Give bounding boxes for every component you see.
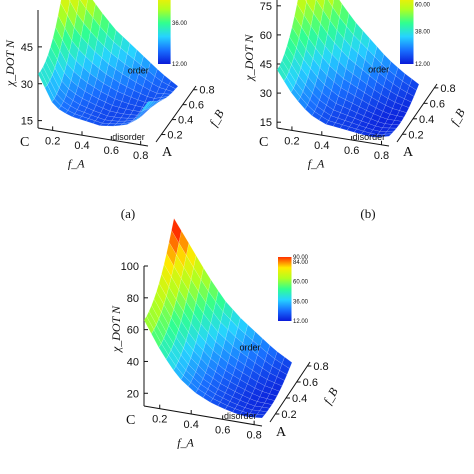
corner-label-a: A <box>162 145 173 160</box>
corner-label-c: C <box>259 135 268 150</box>
corner-label-c: C <box>126 413 135 428</box>
surface-cell <box>394 115 405 122</box>
colorbar-tick-label: 90.00 <box>293 255 309 261</box>
x-tick-label: 0.6 <box>344 145 359 157</box>
x-tick-label: 0.8 <box>133 150 148 162</box>
colorbar-tick-label: 12.00 <box>415 62 431 68</box>
panel-caption: (a) <box>121 206 135 221</box>
z-tick-label: 60 <box>127 325 139 337</box>
y-tick-label: 0.6 <box>430 98 445 110</box>
colorbar <box>158 0 171 64</box>
surface-plot-b: 15 30 45 60 75 χ_DOT N 0.2 0.4 0.6 0.8 0.2 0.4 0.6 0.… <box>242 0 468 221</box>
x-tick-label: 0.4 <box>314 140 329 152</box>
f-b-axis-line <box>269 361 311 423</box>
colorbar-tick-label: 84.00 <box>293 260 309 266</box>
surface-cell <box>140 100 151 112</box>
z-tick-label: 15 <box>21 116 33 128</box>
colorbar-tick-label: 60.00 <box>415 2 431 8</box>
surface-plot-c: 20 40 60 80 100 χ_DOT N 0.2 0.4 0.6 0.8 0.2 0.4 0.6 0… <box>109 217 341 449</box>
z-axis-title: χ_DOT N <box>3 39 17 87</box>
f-a-axis-line <box>276 127 390 147</box>
x-tick-label: 0.8 <box>246 430 261 442</box>
x-tick-label: 0.4 <box>184 419 199 431</box>
colorbar-tick-label: 36.00 <box>172 21 188 27</box>
surface-cell <box>79 0 88 10</box>
y-tick-label: 0.4 <box>419 114 434 126</box>
x-tick-label: 0.2 <box>45 135 60 147</box>
y-axis-title: f_B <box>320 385 341 407</box>
surface-cell <box>279 363 290 375</box>
x-axis-title: f_A <box>308 157 325 171</box>
y-tick-label: 0.2 <box>281 409 296 421</box>
x-tick-label: 0.2 <box>152 414 167 426</box>
f-a-axis-line <box>143 405 263 427</box>
colorbar <box>278 257 292 321</box>
z-tick-label: 80 <box>127 293 139 305</box>
surface-cell <box>254 414 265 419</box>
corner-label-a: A <box>276 425 287 440</box>
corner-label-c: C <box>20 135 29 150</box>
colorbar-tick-label: 36.00 <box>293 299 309 305</box>
colorbar-tick-label: 60.00 <box>293 280 309 286</box>
z-tick-label: 30 <box>21 79 33 91</box>
surface-cell <box>304 0 308 3</box>
colorbar-tick-label: 38.00 <box>415 30 431 36</box>
colorbar-tick-label: 12.00 <box>172 62 188 68</box>
surface-cell <box>384 130 395 135</box>
corner-label-a: A <box>403 145 414 160</box>
x-axis-title: f_A <box>68 157 85 171</box>
surface-plot-a: 15 30 45 χ_DOT N 0.2 0.4 0.6 0.8 0.2 0.4 0.6 0.8 f_A… <box>3 0 227 221</box>
y-tick-label: 0.6 <box>189 100 204 112</box>
region-label-disorder: disorder <box>112 132 145 142</box>
surface-cell <box>259 406 270 413</box>
y-tick-label: 0.8 <box>440 83 455 95</box>
z-axis-title: χ_DOT N <box>109 305 123 353</box>
z-tick-label: 20 <box>127 388 139 400</box>
z-tick-label: 45 <box>21 42 33 54</box>
x-tick-label: 0.8 <box>374 150 389 162</box>
f-a-axis-line <box>37 127 149 147</box>
f-b-axis-line <box>155 85 197 143</box>
y-tick-label: 0.8 <box>199 85 214 97</box>
z-tick-label: 40 <box>127 356 139 368</box>
y-tick-label: 0.6 <box>303 377 318 389</box>
y-tick-label: 0.4 <box>178 115 193 127</box>
surface-cell <box>68 0 71 2</box>
z-tick-label: 100 <box>121 261 139 273</box>
x-axis-title: f_A <box>177 435 194 449</box>
y-tick-label: 0.8 <box>313 361 328 373</box>
z-axis-title: χ_DOT N <box>242 34 256 82</box>
x-tick-label: 0.2 <box>284 135 299 147</box>
region-label-order: order <box>368 64 389 74</box>
colorbar <box>400 0 414 64</box>
f-b-axis-line <box>396 83 438 143</box>
z-tick-label: 30 <box>260 88 272 100</box>
region-label-order: order <box>239 343 260 353</box>
x-tick-label: 0.6 <box>215 424 230 436</box>
x-tick-label: 0.4 <box>74 140 89 152</box>
z-tick-label: 15 <box>260 117 272 129</box>
y-tick-label: 0.2 <box>167 130 182 142</box>
z-tick-label: 75 <box>260 1 272 13</box>
z-tick-label: 45 <box>260 59 272 71</box>
region-label-disorder: disorder <box>224 411 257 421</box>
colorbar-tick-label: 12.00 <box>293 319 309 325</box>
surface-cell <box>381 133 393 138</box>
y-axis-title: f_B <box>206 107 227 129</box>
y-tick-label: 0.4 <box>292 393 307 405</box>
y-tick-label: 0.2 <box>408 129 423 141</box>
panel-caption: (b) <box>360 206 375 221</box>
surface-cell <box>386 127 397 132</box>
z-tick-label: 60 <box>260 30 272 42</box>
x-tick-label: 0.6 <box>104 145 119 157</box>
region-label-disorder: disorder <box>353 132 386 142</box>
region-label-order: order <box>128 65 149 75</box>
y-axis-title: f_B <box>447 106 468 128</box>
